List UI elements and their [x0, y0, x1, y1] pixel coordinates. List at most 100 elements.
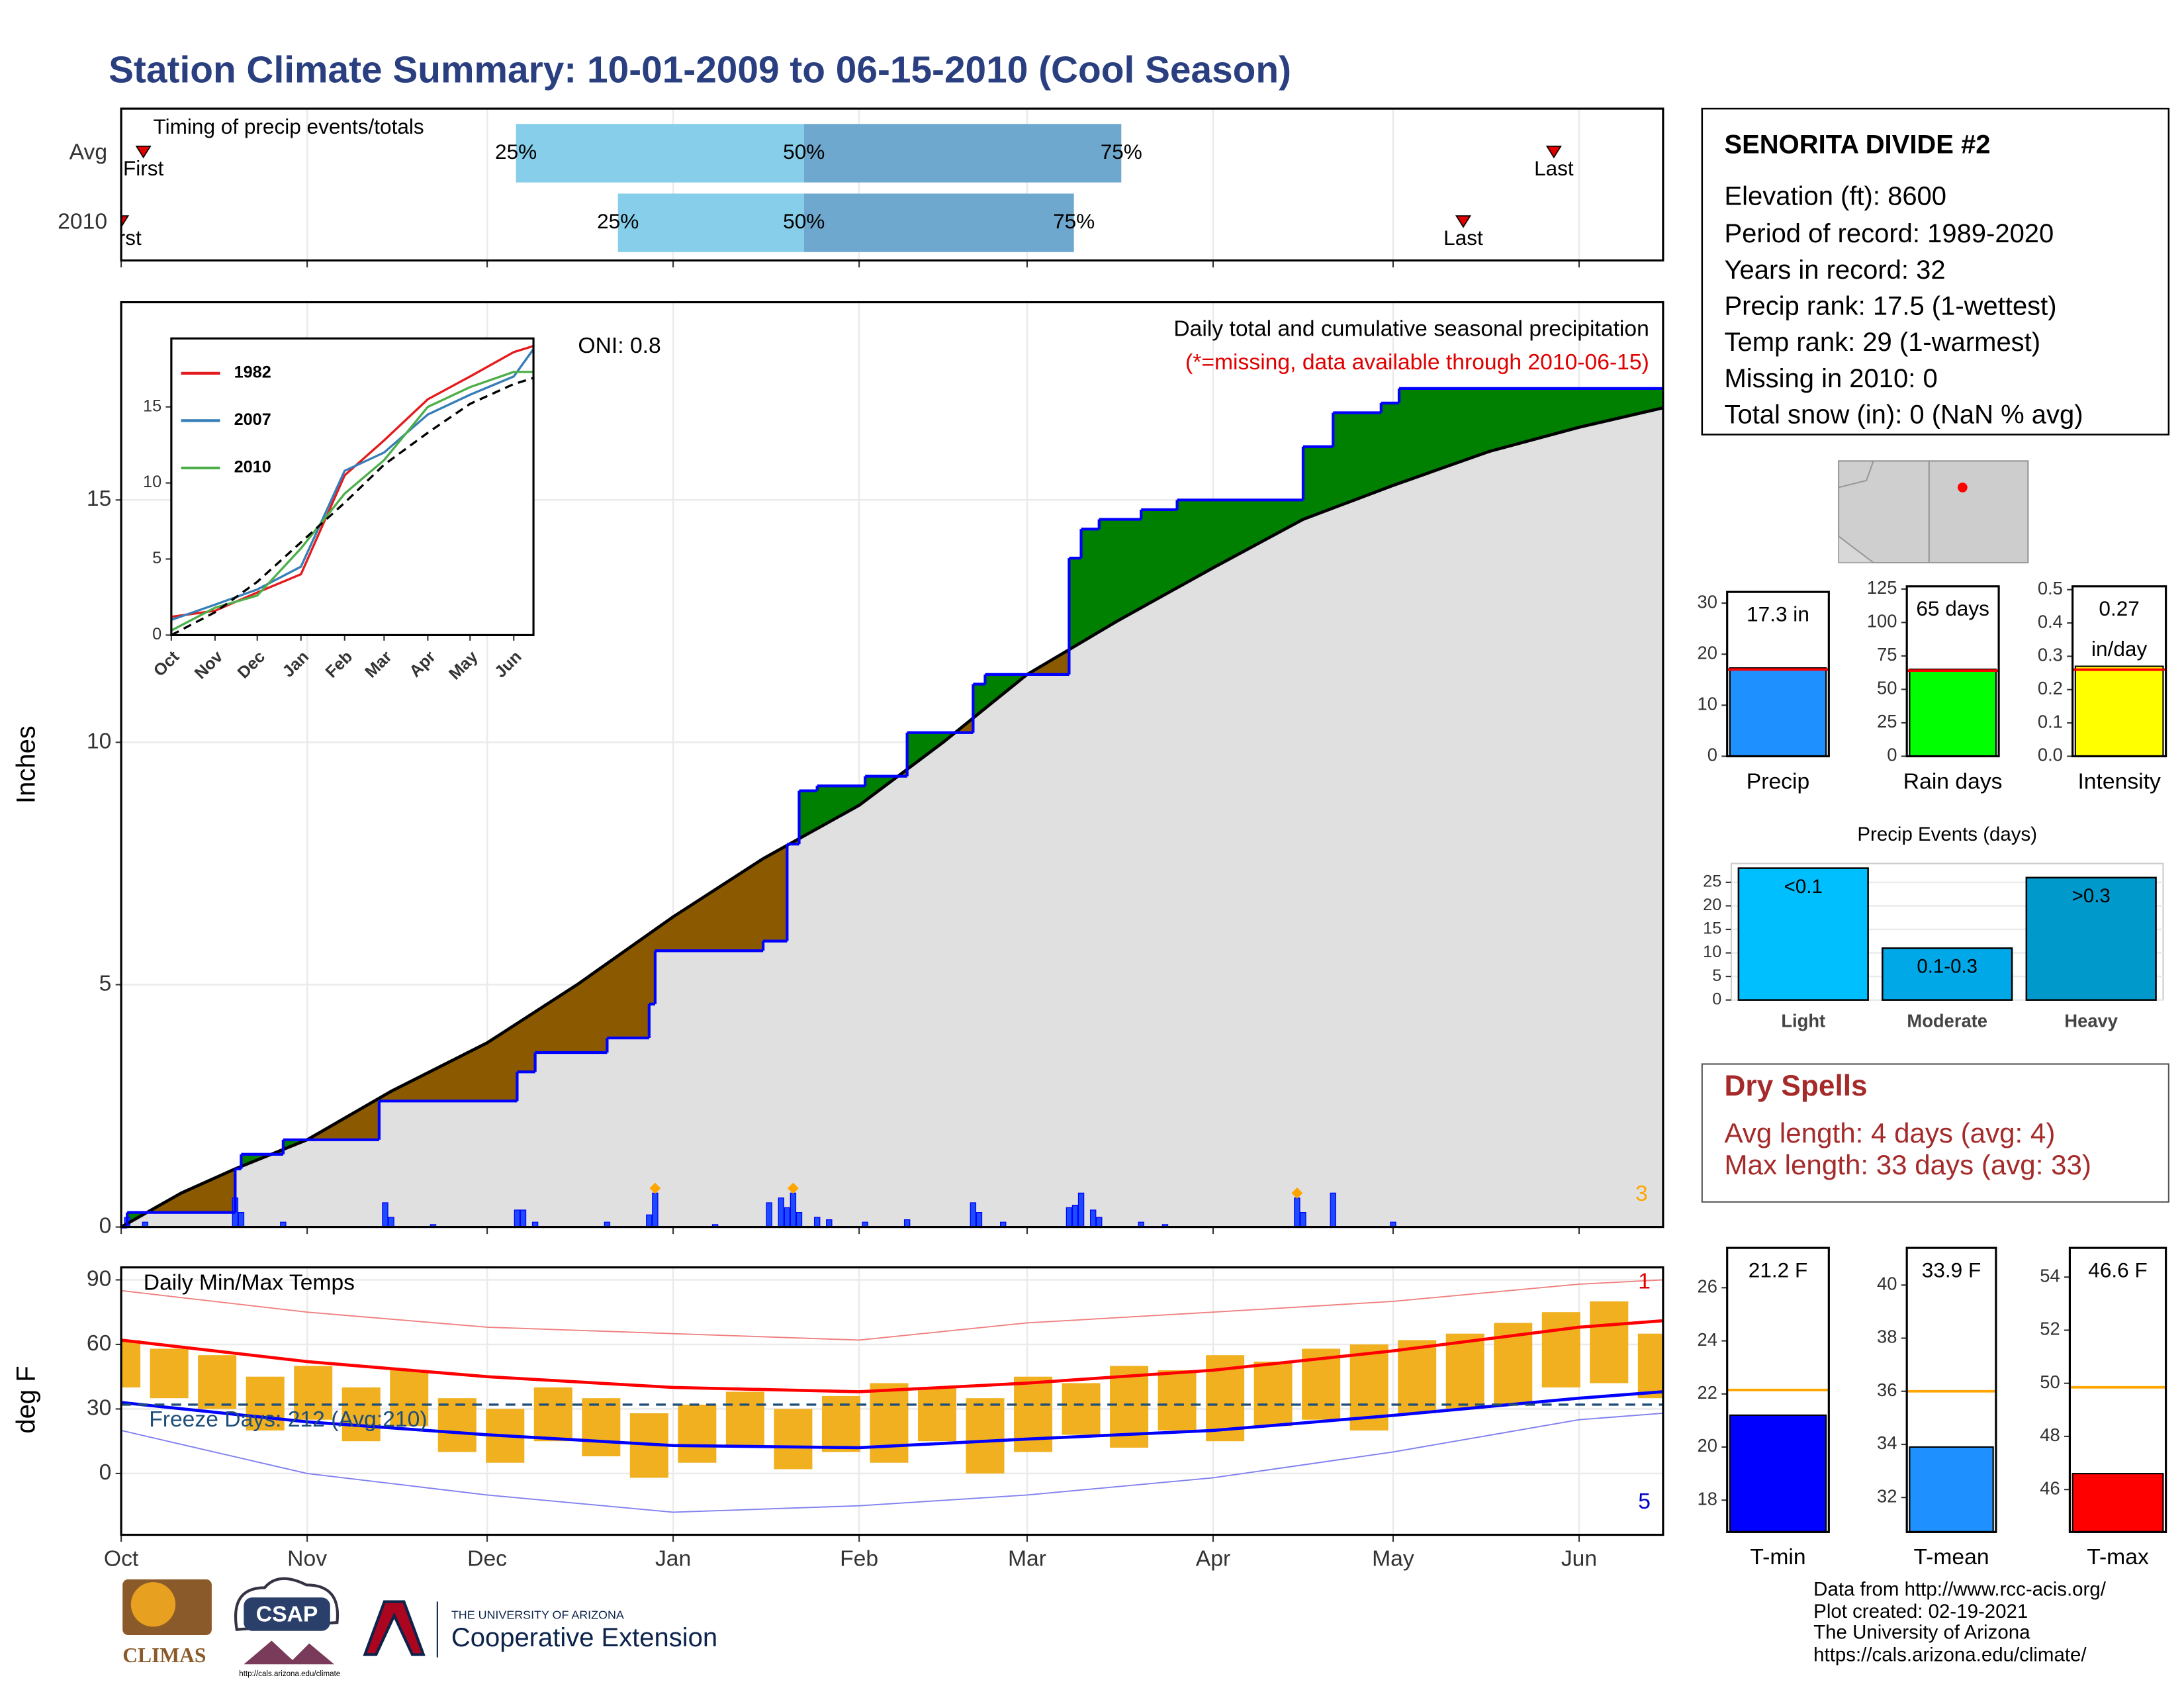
quartile-label: 75%: [1053, 209, 1095, 233]
x-tick-label: Apr: [1196, 1546, 1230, 1571]
bar: [2025, 876, 2157, 1001]
station-name: SENORITA DIVIDE #2: [1724, 130, 1990, 159]
y-tick-label: 10: [87, 729, 111, 753]
bar: [1737, 867, 1869, 1001]
daily-temp-bar: [341, 1387, 381, 1442]
y-tick-label: 34: [1877, 1432, 1897, 1453]
info-line: Period of record: 1989-2020: [1724, 219, 2054, 248]
panel-title: Daily Min/Max Temps: [144, 1271, 355, 1295]
daily-precip-bar: [1300, 1211, 1306, 1228]
ua-small-text: THE UNIVERSITY OF ARIZONA: [451, 1608, 624, 1621]
quartile-label: 50%: [783, 140, 825, 164]
daily-precip-bar: [790, 1192, 797, 1228]
x-tick-label: Dec: [467, 1546, 507, 1571]
daily-precip-bar: [238, 1211, 245, 1228]
y-tick-label: 5: [1712, 966, 1721, 985]
x-tick-label: Jun: [1561, 1546, 1597, 1571]
info-line: Elevation (ft): 8600: [1724, 181, 1946, 211]
dry-spell-line: Max length: 33 days (avg: 33): [1724, 1149, 2091, 1180]
daily-temp-bar: [437, 1398, 477, 1452]
station-dot: [1958, 483, 1968, 492]
daily-precip-bar: [646, 1214, 653, 1228]
daily-temp-bar: [966, 1398, 1005, 1474]
y-tick-label: 0.3: [2038, 645, 2063, 665]
page-title: Station Climate Summary: 10-01-2009 to 0…: [109, 49, 1291, 91]
panel-border: [120, 301, 1664, 1229]
y-tick-label: 40: [1877, 1274, 1897, 1294]
daily-precip-bar: [1071, 1205, 1079, 1228]
y-tick-label: 32: [1877, 1485, 1897, 1506]
x-tick-label: May: [1372, 1546, 1414, 1571]
value-label: 33.9 F: [1921, 1258, 1981, 1283]
year-line: [171, 371, 534, 632]
y-tick-label: 30: [87, 1395, 111, 1420]
y-tick-label: 50: [2040, 1372, 2060, 1392]
category-label: Light: [1781, 1011, 1825, 1031]
daily-precip-bar: [784, 1207, 791, 1228]
map-border: [1838, 461, 1874, 489]
category-label: T-max: [2087, 1545, 2149, 1570]
daily-temp-bar: [1062, 1383, 1101, 1435]
daily-temp-bar: [774, 1409, 813, 1470]
daily-temp-bar: [1541, 1312, 1580, 1387]
quartile-label: 50%: [783, 209, 825, 233]
csap-url: http://cals.arizona.edu/climate: [239, 1670, 340, 1678]
daily-precip-bar: [1077, 1192, 1085, 1228]
y-tick-label: 22: [1698, 1382, 1717, 1403]
category-label: T-mean: [1913, 1545, 1989, 1570]
row-label: 2010: [58, 210, 107, 234]
corner-label: 5: [1638, 1489, 1651, 1514]
normal-line: [171, 377, 534, 636]
timing-rows: 25% 50% 75% First Last 25% 50% 75% First Last: [121, 124, 1574, 252]
panel-border: [1726, 1246, 1830, 1533]
bar: [2071, 1473, 2164, 1533]
value-label: 21.2 F: [1748, 1258, 1808, 1283]
category-label: Intensity: [2077, 769, 2161, 794]
y-tick-label: 15: [87, 487, 111, 511]
oni-label: ONI: 0.8: [578, 334, 660, 358]
event-marker: [121, 215, 130, 228]
y-tick-label: 0.1: [2038, 711, 2063, 731]
panel-border: [120, 1266, 1664, 1536]
daily-precip-bar: [766, 1202, 772, 1228]
y-tick-label: 25: [1877, 711, 1897, 731]
y-tick-label: 0.5: [2038, 578, 2063, 598]
x-tick-label: Mar: [1008, 1546, 1046, 1571]
ua-logo: [363, 1600, 426, 1656]
event-marker: [1545, 146, 1562, 159]
daily-precip-bar: [652, 1192, 659, 1228]
info-line: Years in record: 32: [1724, 256, 1945, 285]
daily-temp-bar: [121, 1340, 141, 1387]
bar: [1909, 1446, 1994, 1533]
daily-precip-bar: [382, 1202, 388, 1228]
flag-marker: [649, 1182, 661, 1194]
event-label: First: [123, 156, 164, 180]
map-state: [1928, 460, 2029, 564]
daily-temp-bar: [198, 1355, 237, 1409]
y-tick-label: 75: [1877, 644, 1897, 665]
bar: [1882, 947, 2013, 1001]
y-tick-label: 20: [1698, 1435, 1717, 1456]
locator-map: [1838, 460, 2029, 564]
y-tick-label: 10: [143, 473, 161, 491]
daily-temp-bar: [1398, 1340, 1437, 1413]
y-tick-label: 0: [152, 625, 161, 643]
x-tick-label: Jan: [655, 1546, 691, 1571]
y-tick-label: 5: [152, 549, 161, 567]
credit-line: https://cals.arizona.edu/climate/: [1813, 1644, 2087, 1665]
panel-title: Daily total and cumulative seasonal prec…: [1173, 317, 1649, 342]
quartile-bar: [803, 124, 1122, 183]
daily-precip-bar: [970, 1202, 977, 1228]
flag-marker: [787, 1182, 799, 1194]
value-label-box: 33.9 F: [1921, 1258, 1981, 1283]
panel-border: [1905, 585, 2000, 758]
y-tick-label: 18: [1698, 1488, 1717, 1509]
freeze-label: Freeze Days: 212 (Avg:210): [149, 1407, 427, 1432]
bar: [1909, 669, 1997, 757]
event-label: Last: [1534, 156, 1574, 180]
category-label: T-min: [1750, 1545, 1805, 1570]
y-tick-label: 10: [1698, 694, 1717, 714]
daily-precip-bar: [1089, 1209, 1097, 1228]
record-line: [121, 1413, 1663, 1513]
